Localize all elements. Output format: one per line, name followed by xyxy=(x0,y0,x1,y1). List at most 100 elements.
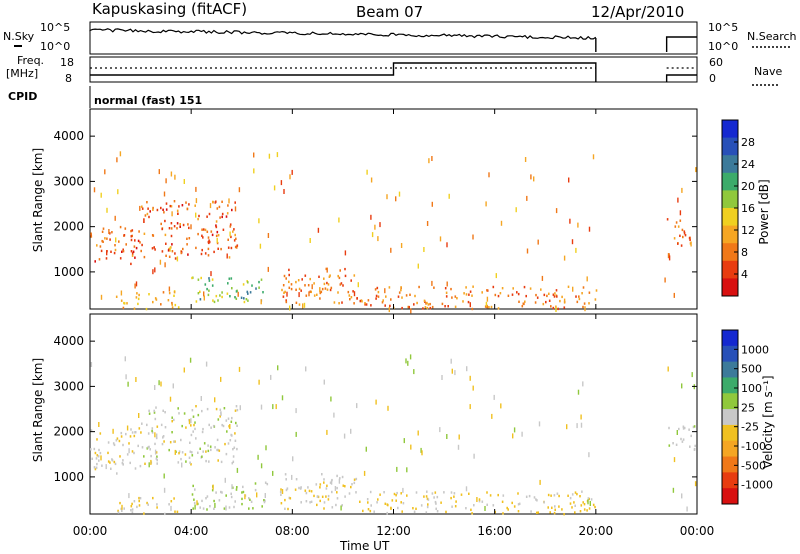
data-cell xyxy=(143,255,146,259)
data-cell xyxy=(528,494,531,498)
data-cell xyxy=(326,267,328,273)
sky-noise-line xyxy=(665,36,697,52)
data-cell xyxy=(371,232,374,238)
data-cell xyxy=(93,187,96,193)
data-cell xyxy=(124,356,126,362)
data-cell xyxy=(164,411,166,414)
data-cell xyxy=(146,423,148,427)
data-cell xyxy=(183,412,186,415)
data-cell xyxy=(201,228,203,231)
data-cell xyxy=(253,168,255,174)
data-cell xyxy=(580,414,582,420)
data-cell xyxy=(588,507,591,510)
sky-noise-trace xyxy=(89,28,697,52)
data-cell xyxy=(339,269,341,272)
data-cell xyxy=(249,291,252,294)
data-cell xyxy=(561,508,563,511)
data-cell xyxy=(122,459,124,462)
data-cell xyxy=(168,291,171,295)
data-cell xyxy=(216,237,218,243)
data-cell xyxy=(168,227,171,230)
data-cell xyxy=(324,287,327,290)
data-cell xyxy=(684,234,687,237)
data-cell xyxy=(567,285,570,288)
data-cell xyxy=(174,440,176,443)
data-cell xyxy=(323,501,326,504)
data-cell xyxy=(497,307,500,310)
data-cell xyxy=(280,493,282,496)
data-cell xyxy=(291,474,293,480)
data-cell xyxy=(366,169,368,175)
data-cell xyxy=(323,277,325,280)
data-cell xyxy=(181,424,183,428)
data-cell xyxy=(119,225,122,229)
data-cell xyxy=(457,444,460,450)
data-cell xyxy=(139,205,141,211)
data-cell xyxy=(229,231,231,237)
data-cell xyxy=(143,220,145,223)
data-cell xyxy=(444,305,446,308)
data-cell xyxy=(577,389,580,395)
data-cell xyxy=(588,226,591,232)
data-cell xyxy=(260,463,263,469)
data-cell xyxy=(101,239,103,243)
data-cell xyxy=(568,177,570,183)
data-cell xyxy=(121,461,124,465)
sky-noise-panel: N.Sky 10^5 10^0 10^5 10^0 N.Search xyxy=(3,21,797,55)
data-cell xyxy=(578,297,581,301)
data-cell xyxy=(328,275,331,278)
data-cell xyxy=(169,204,172,208)
data-cell xyxy=(424,306,427,309)
data-cell xyxy=(552,293,555,296)
data-cell xyxy=(673,457,676,463)
data-cell xyxy=(220,376,222,382)
data-cell xyxy=(680,437,682,441)
data-cell xyxy=(139,497,142,500)
data-cell xyxy=(222,228,225,231)
data-cell xyxy=(268,153,271,159)
data-cell xyxy=(129,435,132,438)
power-colorbar-label: Power [dB] xyxy=(757,179,771,244)
data-cell xyxy=(674,225,677,228)
data-cell xyxy=(516,291,518,294)
data-cell xyxy=(115,237,117,243)
data-cell xyxy=(478,498,481,501)
data-cell xyxy=(163,487,166,493)
data-cell xyxy=(388,286,391,289)
colorbar-swatch xyxy=(722,472,738,489)
data-cell xyxy=(155,457,158,460)
data-cell xyxy=(559,299,561,303)
data-cell xyxy=(171,243,173,246)
data-cell xyxy=(212,424,215,428)
data-cell xyxy=(576,492,578,496)
data-cell xyxy=(208,289,210,292)
data-cell xyxy=(176,222,179,225)
freq-tick-bottom: 8 xyxy=(65,72,72,85)
data-cell xyxy=(595,289,598,292)
data-cell xyxy=(141,207,144,210)
data-cell xyxy=(422,307,424,310)
data-cell xyxy=(259,243,262,249)
data-cell xyxy=(270,374,272,380)
data-cell xyxy=(248,497,250,500)
data-cell xyxy=(689,238,691,242)
data-cell xyxy=(143,455,145,458)
data-cell xyxy=(400,501,402,504)
data-cell xyxy=(224,477,226,483)
data-cell xyxy=(403,438,405,444)
data-cell xyxy=(118,240,120,243)
data-cell xyxy=(183,179,185,184)
data-cell xyxy=(353,481,356,485)
data-cell xyxy=(338,302,340,305)
data-cell xyxy=(299,487,302,490)
data-cell xyxy=(418,285,420,289)
data-cell xyxy=(338,217,340,223)
data-cell xyxy=(233,505,235,509)
data-cell xyxy=(234,245,237,249)
data-cell xyxy=(304,489,307,492)
data-cell xyxy=(288,273,290,277)
data-cell xyxy=(227,246,230,249)
data-cell xyxy=(190,463,192,466)
data-cell xyxy=(683,232,686,235)
data-cell xyxy=(172,383,174,389)
